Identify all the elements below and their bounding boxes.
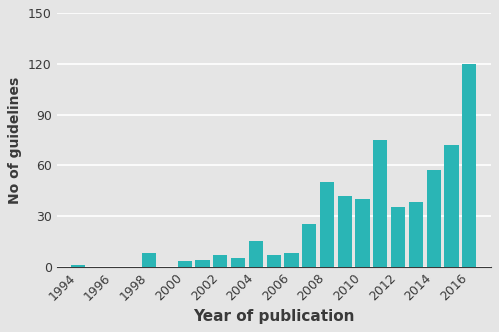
Bar: [462, 64, 477, 267]
Bar: [284, 253, 298, 267]
Bar: [427, 170, 441, 267]
Bar: [71, 265, 85, 267]
Bar: [213, 255, 228, 267]
Bar: [142, 253, 156, 267]
Bar: [391, 208, 405, 267]
Bar: [249, 241, 263, 267]
Y-axis label: No of guidelines: No of guidelines: [8, 76, 22, 204]
Bar: [266, 255, 281, 267]
Bar: [355, 199, 370, 267]
Bar: [409, 203, 423, 267]
Bar: [338, 196, 352, 267]
Bar: [302, 224, 316, 267]
Bar: [196, 260, 210, 267]
Bar: [373, 140, 388, 267]
X-axis label: Year of publication: Year of publication: [193, 309, 354, 324]
Bar: [445, 145, 459, 267]
Bar: [231, 258, 245, 267]
Bar: [320, 182, 334, 267]
Bar: [178, 262, 192, 267]
